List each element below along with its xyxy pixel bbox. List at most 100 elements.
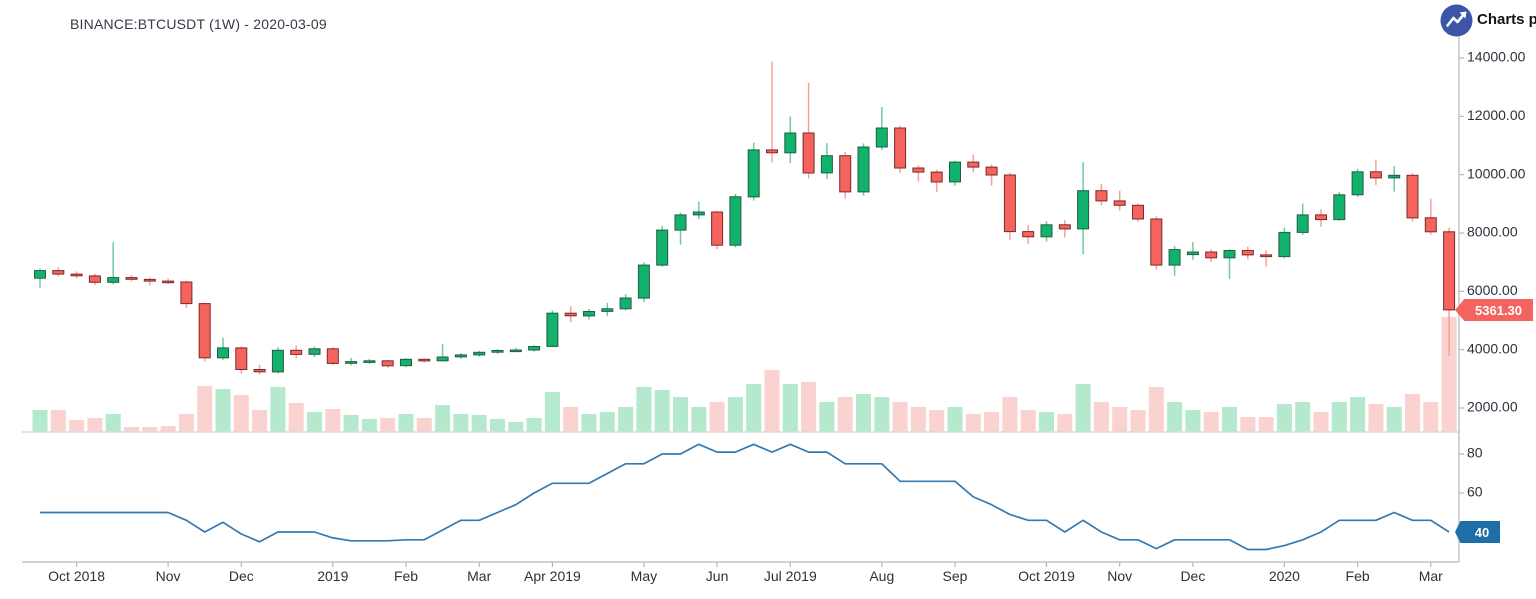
candle-body[interactable] [1022, 231, 1035, 238]
candle-body[interactable] [601, 308, 614, 312]
candle-body[interactable] [107, 277, 120, 283]
volume-bar[interactable] [673, 397, 688, 432]
candle-body[interactable] [766, 149, 778, 154]
volume-bar[interactable] [343, 415, 359, 432]
volume-bar[interactable] [1405, 394, 1420, 432]
volume-bar[interactable] [1368, 404, 1384, 432]
volume-bar[interactable] [709, 402, 725, 432]
volume-bar[interactable] [947, 407, 963, 432]
candle-body[interactable] [253, 369, 266, 373]
volume-bar[interactable] [435, 405, 451, 432]
rsi-line[interactable] [40, 443, 1450, 551]
candle-body[interactable] [729, 196, 742, 246]
volume-bar[interactable] [618, 407, 634, 432]
candle-body[interactable] [619, 297, 632, 310]
candle-body[interactable] [1296, 214, 1309, 233]
price-axis[interactable]: 14000.00 12000.00 10000.00 8000.00 6000.00 40… [1459, 49, 1526, 415]
volume-bar[interactable] [929, 410, 945, 432]
time-axis[interactable]: Oct 2018 Nov Dec 2019 Feb Mar Apr 2019 May Jun Ju… [48, 562, 1443, 584]
candle-body[interactable] [1241, 250, 1254, 256]
candle-body[interactable] [326, 348, 339, 364]
volume-bar[interactable] [398, 414, 414, 432]
volume-bar[interactable] [1148, 387, 1164, 432]
volume-bar[interactable] [87, 418, 103, 432]
volume-bar[interactable] [1258, 417, 1274, 432]
candle-body[interactable] [491, 350, 504, 353]
candle-body[interactable] [52, 270, 65, 275]
volume-bar[interactable] [69, 420, 85, 432]
volume-bar[interactable] [910, 407, 926, 432]
candle-body[interactable] [235, 347, 248, 370]
volume-bar[interactable] [50, 410, 66, 432]
candle-body[interactable] [1150, 218, 1163, 266]
volume-bar[interactable] [819, 402, 835, 432]
volume-bar[interactable] [124, 427, 139, 432]
candle-body[interactable] [1223, 250, 1236, 259]
volume-bar[interactable] [544, 392, 560, 432]
candle-body[interactable] [363, 360, 376, 363]
candle-body[interactable] [1388, 174, 1401, 179]
candle-body[interactable] [546, 312, 559, 347]
candle-body[interactable] [418, 358, 431, 362]
volume-bar[interactable] [471, 415, 487, 432]
candle-body[interactable] [820, 155, 833, 174]
candle-body[interactable] [1003, 174, 1016, 233]
candle-body[interactable] [473, 351, 486, 356]
volume-bar[interactable] [453, 414, 469, 432]
volume-bar[interactable] [837, 397, 853, 432]
volume-bar[interactable] [490, 419, 505, 432]
candle-body[interactable] [345, 361, 358, 364]
candle-body[interactable] [509, 349, 522, 353]
volume-bar[interactable] [508, 422, 524, 432]
rsi-axis[interactable]: 80 60 [1459, 445, 1483, 500]
volume-bar[interactable] [691, 407, 707, 432]
candle-body[interactable] [180, 281, 193, 305]
candle-body[interactable] [1132, 204, 1144, 220]
candle-body[interactable] [1278, 231, 1291, 258]
charting-provider-label[interactable]: Charts p [1477, 11, 1536, 28]
volume-bar[interactable] [233, 395, 249, 432]
volume-bar[interactable] [965, 414, 981, 432]
volume-bar[interactable] [563, 407, 579, 432]
candle-body[interactable] [949, 161, 961, 183]
volume-bar[interactable] [1331, 402, 1347, 432]
volume-bar[interactable] [636, 387, 652, 432]
volume-bar[interactable] [1441, 317, 1457, 432]
candle-body[interactable] [143, 278, 156, 282]
candle-body[interactable] [125, 277, 138, 280]
candle-body[interactable] [637, 264, 650, 299]
candle-body[interactable] [1443, 231, 1456, 311]
volume-bar[interactable] [270, 387, 286, 432]
candle-body[interactable] [692, 211, 705, 216]
volume-bar[interactable] [1203, 412, 1219, 432]
volume-bar[interactable] [1112, 407, 1128, 432]
candle-body[interactable] [34, 270, 46, 279]
candle-body[interactable] [583, 311, 595, 317]
candle-body[interactable] [1095, 190, 1108, 202]
charting-provider-logo[interactable] [1439, 3, 1474, 38]
candle-body[interactable] [894, 127, 907, 169]
volume-bar[interactable] [727, 397, 743, 432]
volume-bar[interactable] [1295, 402, 1311, 432]
volume-bar[interactable] [325, 409, 341, 432]
volume-bar[interactable] [581, 414, 597, 432]
volume-bar[interactable] [1350, 397, 1366, 432]
candle-body[interactable] [1260, 254, 1273, 258]
candle-body[interactable] [162, 280, 175, 284]
volume-bar[interactable] [1130, 410, 1146, 432]
volume-bar[interactable] [142, 427, 158, 432]
volume-bar[interactable] [892, 402, 908, 432]
volume-bar[interactable] [874, 397, 890, 432]
volume-bar[interactable] [1240, 417, 1256, 432]
candle-body[interactable] [400, 358, 412, 367]
volume-bar[interactable] [1075, 384, 1091, 432]
volume-bar[interactable] [526, 418, 542, 432]
candle-body[interactable] [1040, 224, 1053, 238]
candle-body[interactable] [290, 349, 303, 355]
volume-bar[interactable] [1167, 402, 1183, 432]
candle-body[interactable] [1333, 194, 1346, 221]
volume-bar[interactable] [307, 412, 322, 432]
volume-bar[interactable] [782, 384, 798, 432]
candle-body[interactable] [711, 211, 724, 246]
